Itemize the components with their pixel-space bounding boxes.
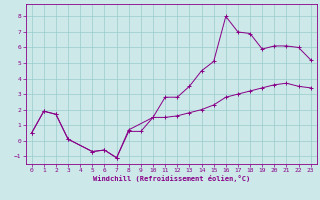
X-axis label: Windchill (Refroidissement éolien,°C): Windchill (Refroidissement éolien,°C) [92,175,250,182]
